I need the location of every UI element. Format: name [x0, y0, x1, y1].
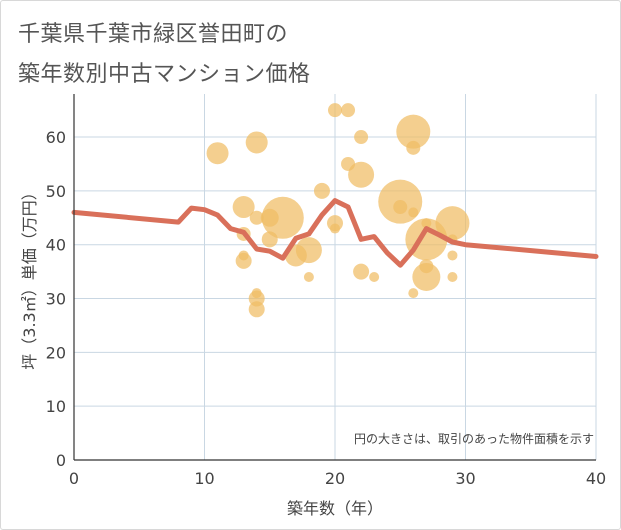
y-tick-label: 10: [46, 397, 66, 416]
data-bubble: [328, 103, 342, 118]
y-tick-label: 0: [56, 451, 66, 470]
data-bubble: [396, 114, 431, 149]
data-bubble: [447, 272, 458, 282]
x-tick-label: 20: [325, 469, 345, 488]
y-tick-label: 60: [46, 128, 66, 147]
x-tick-label: 10: [194, 469, 214, 488]
y-tick-label: 20: [46, 343, 66, 362]
chart-grid: [74, 94, 597, 460]
x-tick-label: 40: [586, 469, 606, 488]
data-bubble: [245, 131, 268, 154]
data-bubble: [369, 272, 380, 282]
data-bubble: [341, 103, 356, 118]
x-tick-label: 30: [455, 469, 475, 488]
chart-title-line2: 築年数別中古マンション価格: [18, 62, 311, 87]
bubble-layer: [206, 103, 470, 318]
data-bubble: [412, 263, 441, 291]
data-bubble: [435, 206, 470, 241]
data-bubble: [248, 301, 265, 318]
y-axis-label: 坪（3.3㎡）単価（万円）: [20, 184, 39, 369]
average-price-line: [71, 198, 599, 268]
bubble-size-note: 円の大きさは、取引のあった物件面積を示す: [354, 431, 594, 446]
data-bubble: [408, 207, 419, 218]
trend-line-layer: [71, 198, 599, 268]
data-bubble: [354, 130, 369, 145]
data-bubble: [353, 263, 370, 280]
data-bubble: [313, 182, 330, 199]
data-bubble: [232, 196, 255, 219]
data-bubble: [406, 140, 421, 155]
x-tick-label: 0: [69, 469, 79, 488]
data-bubble: [295, 237, 322, 264]
data-bubble: [303, 272, 314, 282]
y-tick-label: 50: [46, 182, 66, 201]
data-bubble: [348, 161, 375, 188]
chart-title-line1: 千葉県千葉市緑区誉田町の: [18, 22, 289, 47]
data-bubble: [206, 142, 229, 165]
y-tick-label: 40: [46, 236, 66, 255]
data-bubble: [447, 250, 458, 261]
data-bubble: [330, 223, 340, 234]
y-tick-label: 30: [46, 290, 66, 309]
data-bubble: [408, 288, 419, 299]
data-bubble: [235, 252, 252, 269]
data-bubble: [393, 200, 408, 215]
chart-axes: 0 10 20 30 40 50 60 0 10 20 30 40: [46, 94, 606, 488]
data-bubble: [249, 210, 264, 225]
data-bubble: [261, 196, 304, 239]
x-axis-label: 築年数（年）: [287, 499, 383, 518]
